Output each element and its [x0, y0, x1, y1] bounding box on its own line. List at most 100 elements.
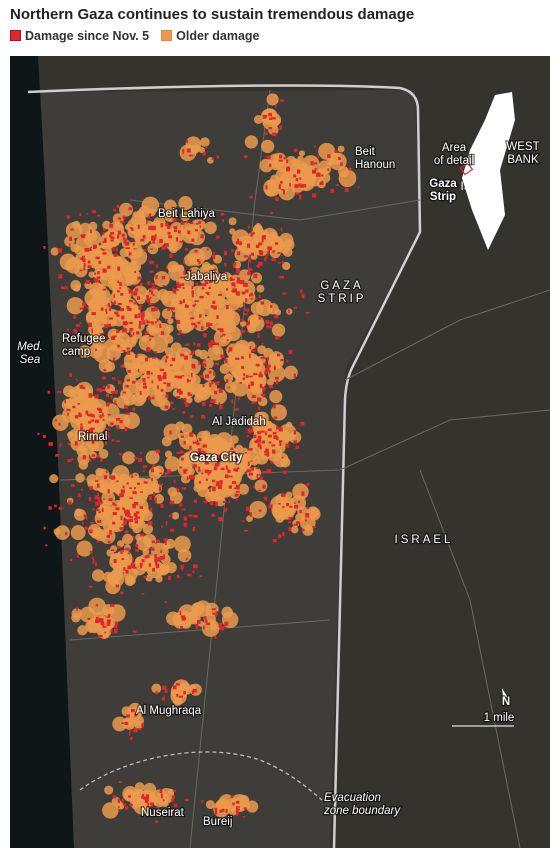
- new-damage: [66, 328, 70, 331]
- new-damage: [161, 525, 164, 528]
- new-damage: [143, 796, 147, 801]
- new-damage: [242, 377, 246, 380]
- new-damage: [161, 275, 166, 280]
- new-damage: [220, 453, 224, 457]
- new-damage: [210, 305, 215, 309]
- inset-area: [459, 162, 474, 176]
- new-damage: [208, 370, 212, 374]
- new-damage: [86, 306, 89, 309]
- older-damage: [163, 199, 177, 213]
- new-damage: [159, 368, 165, 372]
- older-damage: [141, 196, 160, 215]
- new-damage: [103, 237, 107, 242]
- new-damage: [248, 293, 251, 297]
- new-damage: [105, 432, 109, 436]
- new-damage: [285, 443, 290, 448]
- new-damage: [196, 258, 200, 262]
- new-damage: [144, 800, 149, 804]
- new-damage: [180, 276, 185, 279]
- new-damage: [125, 569, 129, 574]
- older-damage: [77, 625, 88, 636]
- new-damage: [198, 361, 200, 366]
- map-label: Gaza City: [190, 452, 243, 464]
- new-damage: [262, 386, 266, 392]
- new-damage: [183, 440, 186, 445]
- new-damage: [112, 795, 117, 799]
- new-damage: [268, 246, 273, 251]
- new-damage: [74, 441, 78, 446]
- new-damage: [202, 625, 205, 630]
- new-damage: [157, 375, 162, 379]
- new-damage: [301, 491, 305, 496]
- new-damage: [160, 331, 165, 335]
- new-damage: [109, 223, 113, 228]
- new-damage: [133, 457, 138, 460]
- new-damage: [270, 304, 273, 308]
- new-damage: [102, 252, 107, 255]
- new-damage: [123, 520, 128, 525]
- new-damage: [271, 117, 276, 120]
- new-damage: [267, 428, 272, 432]
- new-damage: [245, 375, 249, 378]
- new-damage: [149, 289, 152, 293]
- new-damage: [132, 242, 135, 246]
- older-damage: [123, 412, 140, 429]
- older-damage: [281, 169, 298, 185]
- new-damage: [165, 265, 169, 270]
- new-damage: [113, 357, 116, 362]
- new-damage: [165, 355, 169, 359]
- new-damage: [149, 397, 152, 400]
- new-damage: [150, 802, 155, 806]
- older-damage: [49, 474, 59, 484]
- evacuation-boundary: [79, 751, 323, 801]
- new-damage: [205, 374, 210, 379]
- new-damage: [159, 789, 163, 794]
- new-damage: [111, 439, 115, 442]
- new-damage: [198, 438, 202, 442]
- new-damage: [212, 479, 216, 483]
- new-damage: [293, 373, 296, 378]
- new-damage: [247, 308, 250, 313]
- new-damage: [330, 188, 334, 193]
- new-damage: [187, 230, 191, 235]
- new-damage: [295, 445, 300, 449]
- older-damage: [269, 390, 283, 404]
- new-damage: [156, 539, 160, 543]
- new-damage: [158, 376, 162, 382]
- older-damage: [100, 308, 118, 326]
- new-damage: [139, 390, 142, 395]
- new-damage: [116, 204, 120, 208]
- new-damage: [190, 317, 195, 320]
- new-damage: [95, 480, 99, 482]
- new-damage: [228, 485, 233, 489]
- new-damage: [192, 527, 196, 532]
- new-damage: [107, 414, 111, 416]
- older-damage: [76, 387, 86, 398]
- new-damage: [257, 443, 261, 448]
- new-damage: [191, 285, 194, 290]
- new-damage: [251, 349, 256, 352]
- new-damage: [279, 125, 283, 130]
- new-damage: [268, 504, 273, 509]
- new-damage: [159, 238, 163, 244]
- new-damage: [144, 555, 148, 559]
- new-damage: [278, 154, 283, 159]
- new-damage: [125, 547, 130, 551]
- new-damage: [248, 353, 251, 359]
- new-damage: [243, 255, 249, 258]
- new-damage: [259, 383, 263, 389]
- new-damage: [233, 450, 235, 454]
- new-damage: [168, 235, 173, 239]
- new-damage: [94, 495, 99, 500]
- new-damage: [204, 363, 207, 367]
- new-damage: [140, 491, 143, 493]
- new-damage: [167, 575, 171, 581]
- older-damage: [107, 570, 125, 588]
- new-damage: [191, 290, 195, 295]
- new-damage: [70, 228, 74, 231]
- new-damage: [103, 369, 107, 372]
- new-damage: [216, 481, 220, 486]
- older-damage: [180, 211, 191, 222]
- new-damage: [102, 418, 105, 421]
- new-damage: [214, 342, 217, 345]
